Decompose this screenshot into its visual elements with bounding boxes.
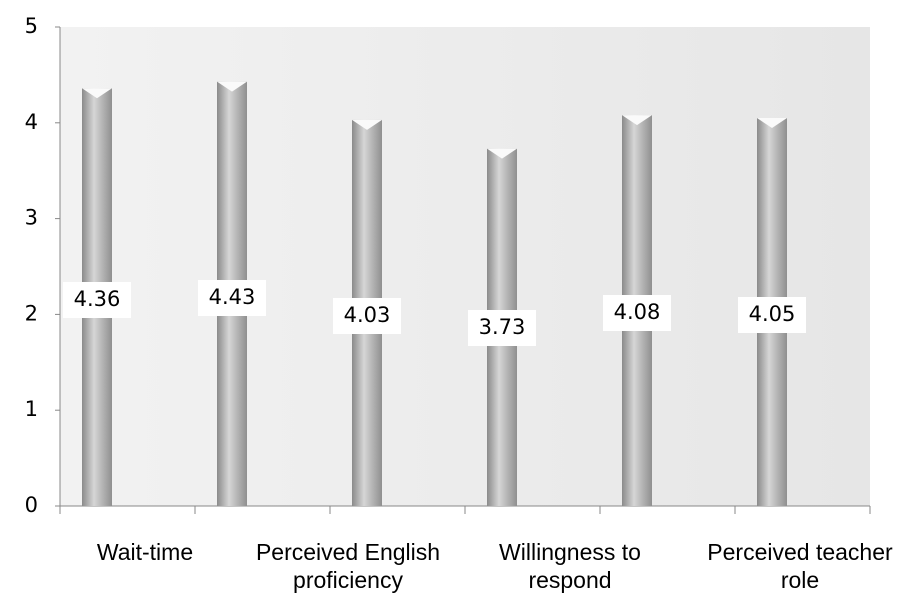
bar-cap bbox=[487, 148, 517, 159]
bar-cap bbox=[352, 119, 382, 130]
value-label: 4.43 bbox=[209, 285, 256, 309]
bar-cap bbox=[217, 81, 247, 92]
x-tick-label: Willingness to respond bbox=[499, 539, 641, 593]
value-label: 4.03 bbox=[344, 303, 391, 327]
plot-area bbox=[60, 27, 870, 506]
value-label-box bbox=[198, 280, 266, 316]
y-tick-label: 4 bbox=[25, 110, 38, 134]
value-label-box bbox=[738, 297, 806, 333]
x-tick-label: Perceived English proficiency bbox=[255, 539, 441, 593]
y-tick-label: 3 bbox=[25, 206, 38, 230]
y-tick-label: 5 bbox=[25, 14, 38, 38]
bar-cap bbox=[757, 118, 787, 129]
value-label: 4.08 bbox=[614, 300, 661, 324]
value-label: 3.73 bbox=[479, 315, 526, 339]
value-label: 4.05 bbox=[749, 302, 796, 326]
value-label-box bbox=[333, 298, 401, 334]
x-tick-label: Wait-time bbox=[96, 539, 194, 565]
x-tick-label: Perceived teacher role bbox=[707, 539, 893, 593]
value-label-box bbox=[468, 310, 536, 346]
bar-cap bbox=[82, 88, 112, 99]
y-tick-label: 2 bbox=[25, 301, 38, 325]
value-label-box bbox=[63, 282, 131, 318]
bar-cap bbox=[622, 115, 652, 126]
value-label-box bbox=[603, 295, 671, 331]
value-label: 4.36 bbox=[74, 287, 121, 311]
y-tick-label: 1 bbox=[25, 397, 38, 421]
y-tick-label: 0 bbox=[25, 493, 38, 517]
